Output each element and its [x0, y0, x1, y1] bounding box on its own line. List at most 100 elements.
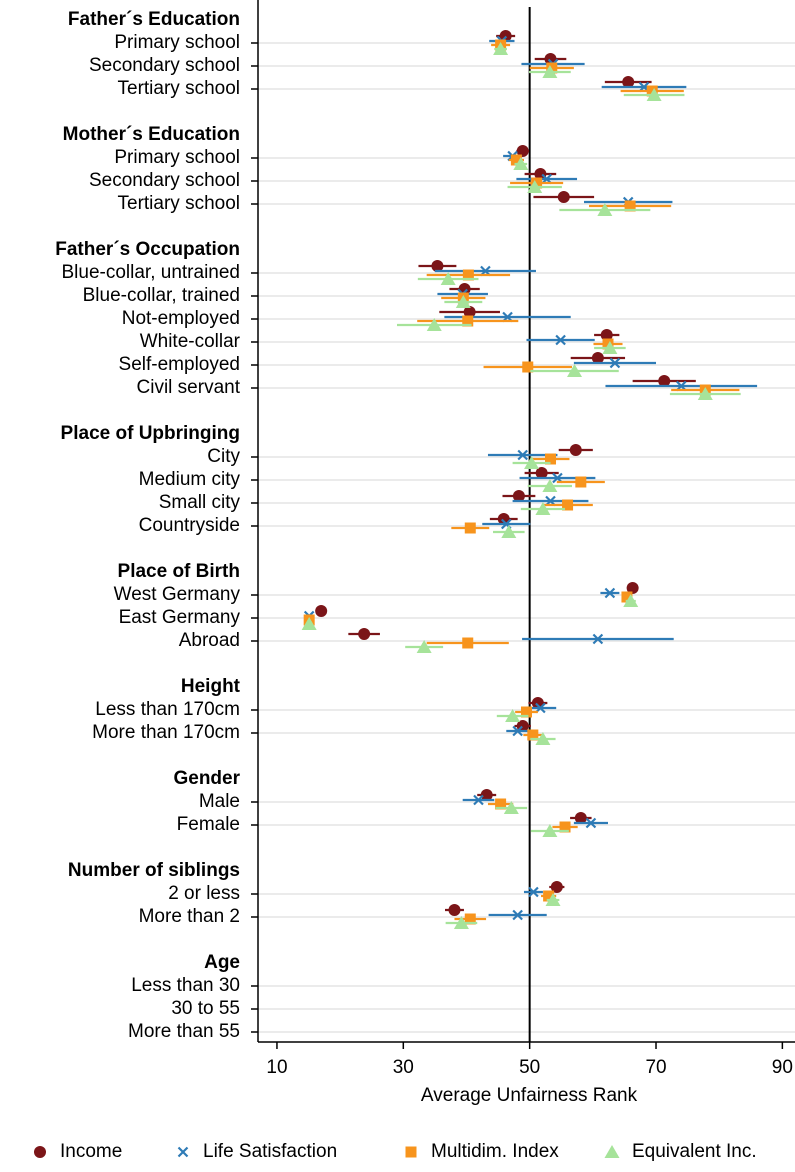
marker [658, 375, 671, 387]
marker [545, 453, 557, 465]
y-tick-label: Primary school [114, 147, 240, 168]
legend-label: Equivalent Inc. [632, 1141, 757, 1162]
marker [524, 456, 540, 469]
marker [623, 594, 639, 607]
marker [440, 272, 456, 285]
marker [448, 904, 461, 916]
y-tick-label: Abroad [179, 630, 240, 651]
marker [531, 177, 543, 189]
marker [535, 732, 551, 745]
y-tick-label: East Germany [119, 607, 241, 628]
group-title: Father´s Education [68, 9, 240, 30]
marker [559, 821, 571, 833]
marker [462, 637, 474, 649]
marker [542, 65, 558, 78]
marker [646, 88, 662, 101]
marker [480, 789, 493, 801]
marker [493, 42, 509, 55]
y-tick-label: Primary school [114, 32, 240, 53]
marker [591, 352, 604, 364]
y-tick-label: Self-employed [119, 354, 240, 375]
marker [604, 587, 616, 599]
marker [501, 525, 517, 538]
legend-label: Income [60, 1141, 122, 1162]
marker [505, 709, 521, 722]
marker [574, 812, 587, 824]
marker [358, 628, 371, 640]
marker [545, 893, 561, 906]
x-tick-label: 10 [266, 1057, 287, 1078]
marker [609, 357, 621, 369]
marker [542, 479, 558, 492]
marker [416, 640, 432, 653]
y-tick-label: Tertiary school [118, 78, 241, 99]
y-tick-label: Secondary school [89, 170, 240, 191]
marker [622, 76, 635, 88]
marker [455, 295, 471, 308]
marker [431, 260, 444, 272]
marker [315, 605, 328, 617]
marker [463, 306, 476, 318]
marker [512, 909, 523, 921]
marker [516, 145, 529, 157]
marker [512, 490, 525, 502]
marker [562, 499, 574, 511]
marker [646, 85, 658, 97]
legend-marker [34, 1146, 46, 1158]
y-tick-label: More than 2 [139, 906, 240, 927]
marker [585, 817, 597, 829]
marker [535, 467, 548, 479]
marker [517, 449, 528, 461]
y-tick-label: Secondary school [89, 55, 240, 76]
marker [592, 633, 604, 645]
marker [426, 318, 442, 331]
group-title: Age [204, 952, 240, 973]
marker [535, 502, 551, 515]
marker [522, 361, 534, 373]
marker [624, 200, 636, 212]
y-tick-label: City [207, 446, 240, 467]
legend-marker [604, 1145, 620, 1158]
y-tick-label: Blue-collar, untrained [62, 262, 241, 283]
x-tick-label: 90 [772, 1057, 793, 1078]
legend-label: Multidim. Index [431, 1141, 559, 1162]
marker [597, 203, 613, 216]
y-tick-label: 30 to 55 [171, 998, 240, 1019]
group-title: Number of siblings [68, 860, 240, 881]
marker [621, 591, 633, 603]
y-tick-label: Not-employed [122, 308, 240, 329]
marker [462, 315, 474, 327]
y-tick-label: Small city [159, 492, 241, 513]
marker [546, 62, 558, 74]
marker [464, 522, 476, 534]
marker [602, 338, 614, 350]
marker [512, 725, 523, 737]
marker [602, 341, 618, 354]
y-tick-label: 2 or less [168, 883, 240, 904]
marker [543, 890, 555, 902]
y-tick-label: Blue-collar, trained [83, 285, 240, 306]
group-title: Place of Upbringing [61, 423, 240, 444]
y-tick-label: More than 55 [128, 1021, 240, 1042]
marker [503, 801, 519, 814]
group-title: Gender [173, 768, 240, 789]
marker [301, 617, 317, 630]
y-tick-label: Female [177, 814, 240, 835]
y-tick-label: Countryside [139, 515, 240, 536]
marker [453, 916, 469, 929]
x-axis-title: Average Unfairness Rank [421, 1085, 638, 1106]
marker [513, 157, 529, 170]
marker [575, 476, 587, 488]
legend-marker [177, 1146, 189, 1158]
marker [527, 180, 543, 193]
marker [528, 886, 539, 898]
marker [557, 191, 570, 203]
group-title: Father´s Occupation [55, 239, 240, 260]
group-title: Mother´s Education [63, 124, 240, 145]
marker [473, 794, 484, 806]
y-tick-label: Less than 170cm [95, 699, 240, 720]
x-tick-label: 70 [645, 1057, 666, 1078]
y-tick-label: Less than 30 [131, 975, 240, 996]
marker [527, 729, 539, 741]
